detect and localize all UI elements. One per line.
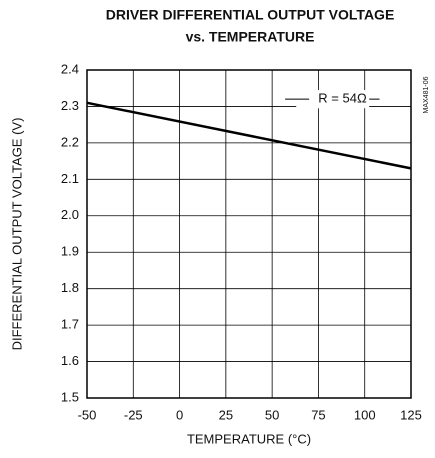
x-tick-label: 50 [265, 407, 279, 422]
y-tick-label: 2.2 [61, 134, 79, 149]
plot-frame [86, 69, 412, 399]
series-label: R = 54Ω [318, 91, 367, 106]
y-tick-label: 1.9 [61, 244, 79, 259]
y-tick-label: 1.7 [61, 317, 79, 332]
x-tick-label: 75 [311, 407, 325, 422]
y-tick-label: 2.0 [61, 207, 79, 222]
x-tick-label: 125 [400, 407, 422, 422]
y-tick-label: 2.4 [61, 61, 79, 76]
chart-title: DRIVER DIFFERENTIAL OUTPUT VOLTAGE [106, 7, 395, 23]
y-tick-label: 2.1 [61, 171, 79, 186]
label-bg [309, 90, 370, 109]
y-tick-label: 1.5 [61, 389, 79, 404]
y-axis-label: DIFFERENTIAL OUTPUT VOLTAGE (V) [9, 118, 24, 351]
x-tick-label: -25 [124, 407, 143, 422]
data-line [86, 101, 412, 170]
chart-subtitle: vs. TEMPERATURE [186, 29, 315, 45]
x-tick-label: -50 [78, 407, 97, 422]
x-axis-label: TEMPERATURE (°C) [187, 431, 311, 446]
side-note: MAX481-06 [423, 76, 430, 113]
y-tick-label: 1.8 [61, 280, 79, 295]
x-tick-label: 0 [176, 407, 183, 422]
y-tick-label: 2.3 [61, 98, 79, 113]
y-tick-label: 1.6 [61, 353, 79, 368]
x-tick-label: 100 [354, 407, 376, 422]
x-tick-label: 25 [219, 407, 233, 422]
